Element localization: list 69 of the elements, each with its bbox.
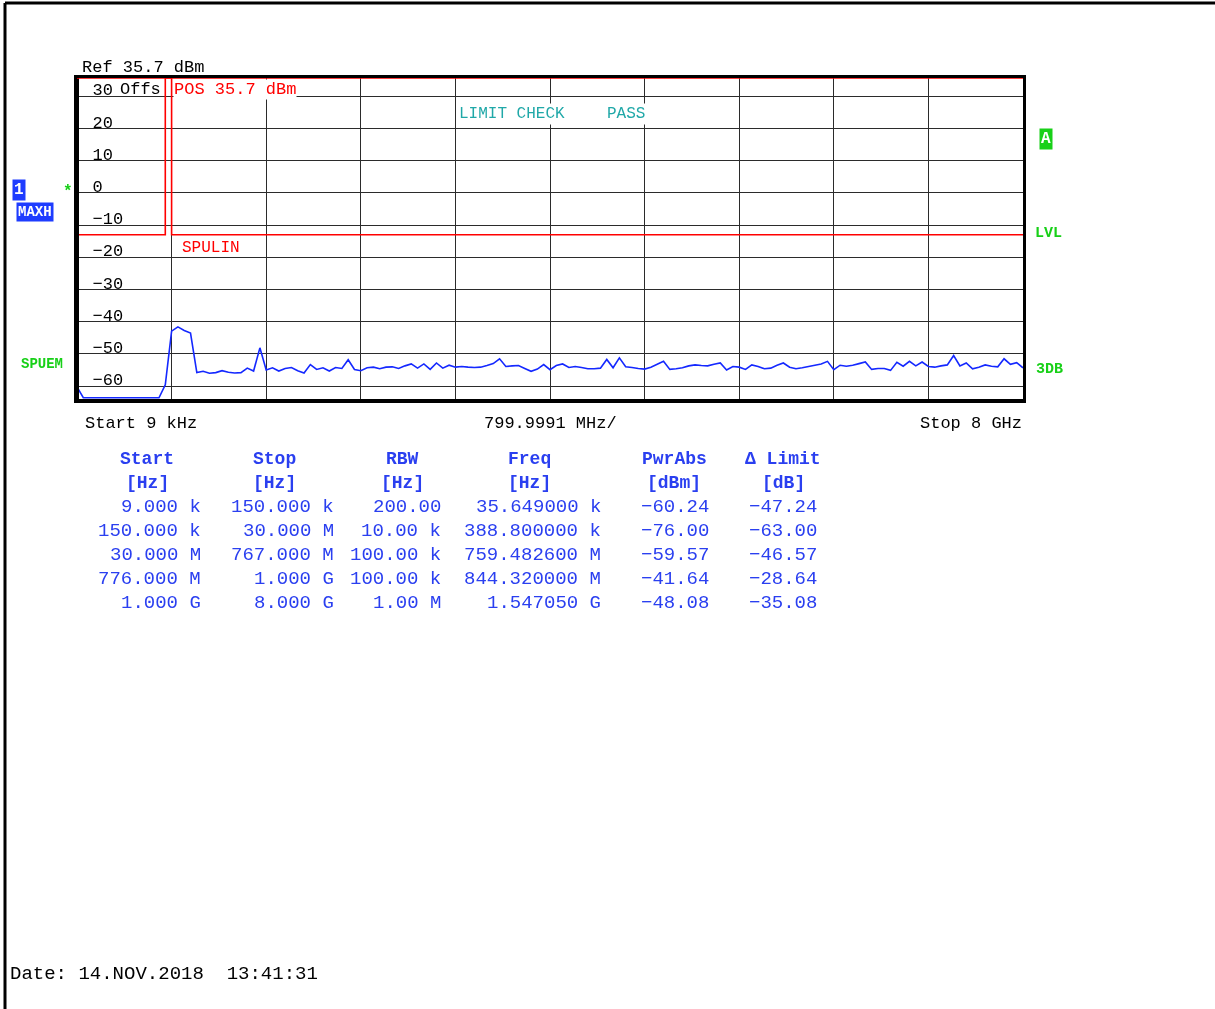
text: −48.08 <box>641 592 710 614</box>
text: Date: 14.NOV.2018 13:41:31 <box>10 963 318 985</box>
text: [Hz] <box>126 473 170 493</box>
text: 30.000 M <box>110 544 202 566</box>
text: [dBm] <box>647 473 702 493</box>
text: Start <box>120 449 175 469</box>
text: [Hz] <box>253 473 297 493</box>
text: 9.000 k <box>121 496 201 518</box>
text: −28.64 <box>749 568 818 590</box>
text: 10.00 k <box>361 520 441 542</box>
y-tick-label: 10 <box>92 145 114 165</box>
y-tick-label: 20 <box>92 113 114 133</box>
text: −47.24 <box>749 496 818 518</box>
text: 150.000 k <box>231 496 334 518</box>
text: Ref 35.7 dBm <box>82 58 205 77</box>
text: 150.000 k <box>98 520 201 542</box>
annotation: Offs <box>120 80 161 99</box>
text: 759.482600 M <box>464 544 601 566</box>
text: 776.000 M <box>98 568 201 590</box>
text: 1.000 G <box>254 568 334 590</box>
text: LVL <box>1035 225 1063 242</box>
text: A <box>1041 130 1051 148</box>
text: [dB] <box>762 473 806 493</box>
text: Stop 8 GHz <box>920 414 1023 433</box>
y-tick-label: 30 <box>92 81 114 101</box>
text: −59.57 <box>641 544 710 566</box>
text: 1.547050 G <box>487 592 602 614</box>
y-tick-label: −20 <box>92 242 124 262</box>
annotation: PASS <box>607 105 646 123</box>
text: 3DB <box>1036 361 1064 378</box>
annotation: LIMIT CHECK <box>459 105 566 123</box>
y-tick-label: 0 <box>92 177 103 197</box>
text: Freq <box>508 449 552 469</box>
text: 200.00 <box>373 496 442 518</box>
y-tick-label: −50 <box>92 338 124 358</box>
text: MAXH <box>18 204 52 220</box>
text: 388.800000 k <box>464 520 601 542</box>
text: 8.000 G <box>254 592 334 614</box>
y-tick-label: −10 <box>92 210 124 230</box>
text: 100.00 k <box>350 544 442 566</box>
text: Start 9 kHz <box>85 414 198 433</box>
text: 844.320000 M <box>464 568 601 590</box>
y-tick-label: −60 <box>92 371 124 391</box>
text: [Hz] <box>381 473 425 493</box>
text: 1.000 G <box>121 592 201 614</box>
series-label: SPULIN <box>182 239 240 257</box>
text: * <box>63 183 73 201</box>
text: −41.64 <box>641 568 710 590</box>
text: 30.000 M <box>243 520 335 542</box>
text: RBW <box>386 449 419 469</box>
text: Stop <box>253 449 297 469</box>
text: 767.000 M <box>231 544 334 566</box>
text: 1.00 M <box>373 592 442 614</box>
text: −35.08 <box>749 592 818 614</box>
text: Δ Limit <box>745 449 821 469</box>
text: 1 <box>14 181 24 199</box>
y-tick-label: −40 <box>92 306 124 326</box>
text: −60.24 <box>641 496 710 518</box>
text: PwrAbs <box>642 449 707 469</box>
y-tick-label: −30 <box>92 274 124 294</box>
text: [Hz] <box>508 473 552 493</box>
ref-line-label: POS 35.7 dBm <box>174 80 297 99</box>
text: 100.00 k <box>350 568 442 590</box>
text: SPUEM <box>21 356 64 372</box>
text: −63.00 <box>749 520 818 542</box>
text: −76.00 <box>641 520 710 542</box>
text: 35.649000 k <box>476 496 602 518</box>
x-axis-title: 799.9991 MHz/ <box>484 414 617 433</box>
text: −46.57 <box>749 544 818 566</box>
